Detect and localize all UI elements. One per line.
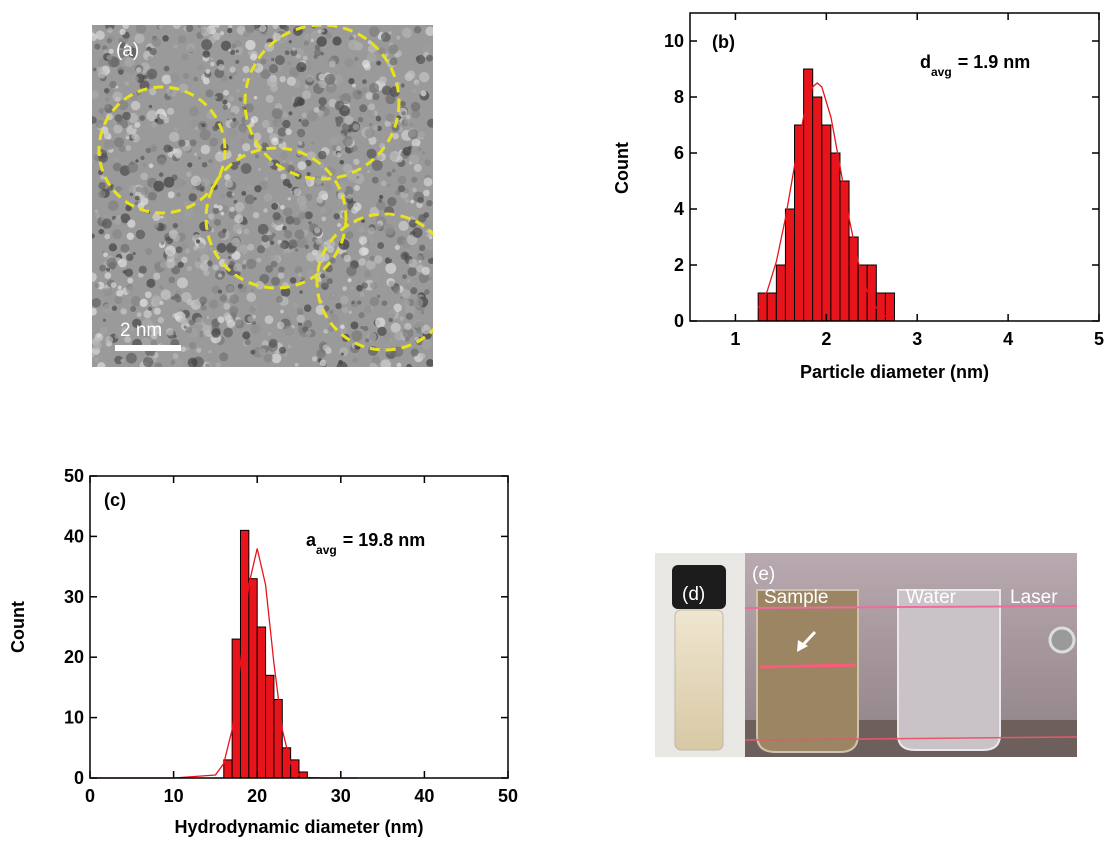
panel-label: (e) <box>752 564 775 585</box>
x-tick-label: 1 <box>730 329 740 349</box>
plot-frame <box>89 475 509 779</box>
bar <box>757 292 768 322</box>
bar <box>273 698 283 779</box>
bar <box>839 180 850 322</box>
x-tick-label: 3 <box>912 329 922 349</box>
y-tick-label: 10 <box>64 708 84 728</box>
annotation-sub: avg <box>931 65 952 79</box>
y-tick-label: 0 <box>74 768 84 788</box>
nanoparticle-outlines <box>97 25 433 352</box>
x-tick-label: 20 <box>247 786 267 806</box>
y-axis-title: Count <box>8 601 28 653</box>
x-tick-label: 2 <box>821 329 831 349</box>
bar <box>821 124 832 322</box>
y-tick-label: 20 <box>64 647 84 667</box>
annotation-rest: = 19.8 nm <box>343 530 426 550</box>
bar <box>256 626 267 779</box>
y-tick-label: 40 <box>64 526 84 546</box>
x-tick-label: 30 <box>331 786 351 806</box>
chart: 1 2 3 4 5 0 2 4 6 8 10 Particle diameter (nm) Count (… <box>612 12 1104 382</box>
y-tick-label: 0 <box>674 311 684 331</box>
water-label: Water <box>906 587 957 608</box>
bar <box>281 747 292 779</box>
x-tick-label: 10 <box>164 786 184 806</box>
panel-label: (a) <box>116 40 139 61</box>
y-tick-label: 4 <box>674 199 684 219</box>
scale-bar <box>115 345 181 351</box>
x-axis-title: Hydrodynamic diameter (nm) <box>174 817 423 837</box>
panel-label: (d) <box>682 584 705 605</box>
annotation-rest: = 1.9 nm <box>958 52 1031 72</box>
bar <box>848 236 859 322</box>
bar <box>803 68 814 322</box>
bar <box>812 96 823 322</box>
fit-curve <box>90 548 358 779</box>
annotation: aavg = 19.8 nm <box>306 530 425 557</box>
photo <box>655 553 1078 757</box>
annotation-main: d <box>920 52 931 72</box>
sample-label: Sample <box>764 587 828 608</box>
y-tick-label: 6 <box>674 143 684 163</box>
bar <box>857 264 868 322</box>
bar <box>265 674 275 779</box>
bar <box>784 208 796 322</box>
x-tick-label: 0 <box>85 786 95 806</box>
bar <box>223 759 233 779</box>
tem-image <box>92 25 433 367</box>
y-tick-label: 10 <box>664 31 684 51</box>
annotation: davg = 1.9 nm <box>920 52 1030 79</box>
x-tick-label: 50 <box>498 786 518 806</box>
y-tick-label: 8 <box>674 87 684 107</box>
bar <box>248 578 258 779</box>
chart: 0 10 20 30 40 50 0 10 20 30 40 50 Hydrodynamic diame… <box>8 466 518 837</box>
annotation-sub: avg <box>316 543 337 557</box>
bar <box>775 264 786 322</box>
y-axis-title: Count <box>612 142 632 194</box>
panel-label: (c) <box>104 490 126 510</box>
x-tick-label: 5 <box>1094 329 1104 349</box>
fit-curve <box>757 82 895 320</box>
bar <box>231 638 241 779</box>
x-tick-label: 40 <box>414 786 434 806</box>
panel-label: (b) <box>712 32 735 52</box>
plot-frame <box>689 12 1100 322</box>
laser-label: Laser <box>1010 587 1058 608</box>
y-tick-label: 2 <box>674 255 684 275</box>
x-axis-title: Particle diameter (nm) <box>800 362 989 382</box>
bar <box>875 292 886 322</box>
scale-label: 2 nm <box>120 320 162 341</box>
bar <box>830 152 841 322</box>
y-tick-label: 30 <box>64 587 84 607</box>
annotation-main: a <box>306 530 317 550</box>
x-tick-label: 4 <box>1003 329 1013 349</box>
bar <box>794 124 805 322</box>
bar <box>766 292 777 322</box>
y-tick-label: 50 <box>64 466 84 486</box>
